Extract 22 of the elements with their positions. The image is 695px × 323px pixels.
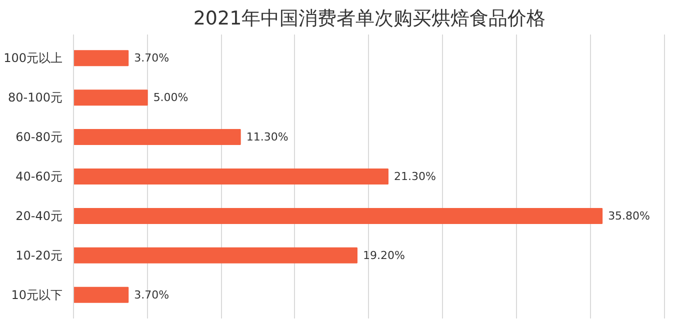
- bar: [74, 208, 603, 224]
- bar: [74, 90, 148, 106]
- y-tick-label: 100元以上: [4, 51, 62, 66]
- data-label: 19.20%: [362, 248, 405, 262]
- data-label: 5.00%: [153, 91, 188, 104]
- data-label: 21.30%: [394, 170, 436, 183]
- data-label: 35.80%: [608, 209, 650, 222]
- bar: [74, 168, 388, 184]
- y-tick-label: 60-80元: [16, 130, 63, 144]
- y-tick-label: 80-100元: [8, 90, 63, 105]
- data-label: 11.30%: [246, 130, 288, 144]
- bar: [74, 129, 241, 146]
- y-tick-label: 20-40元: [16, 208, 63, 223]
- bar: [74, 286, 129, 303]
- chart-title: 2021年中国消费者单次购买烘焙食品价格: [193, 8, 546, 30]
- y-tick-label: 10-20元: [16, 248, 63, 262]
- data-label: 3.70%: [134, 52, 170, 65]
- data-label: 3.70%: [134, 288, 170, 302]
- bar: [74, 247, 358, 264]
- bar: [74, 50, 129, 66]
- y-tick-label: 10元以下: [11, 288, 63, 302]
- y-tick-label: 40-60元: [16, 170, 63, 184]
